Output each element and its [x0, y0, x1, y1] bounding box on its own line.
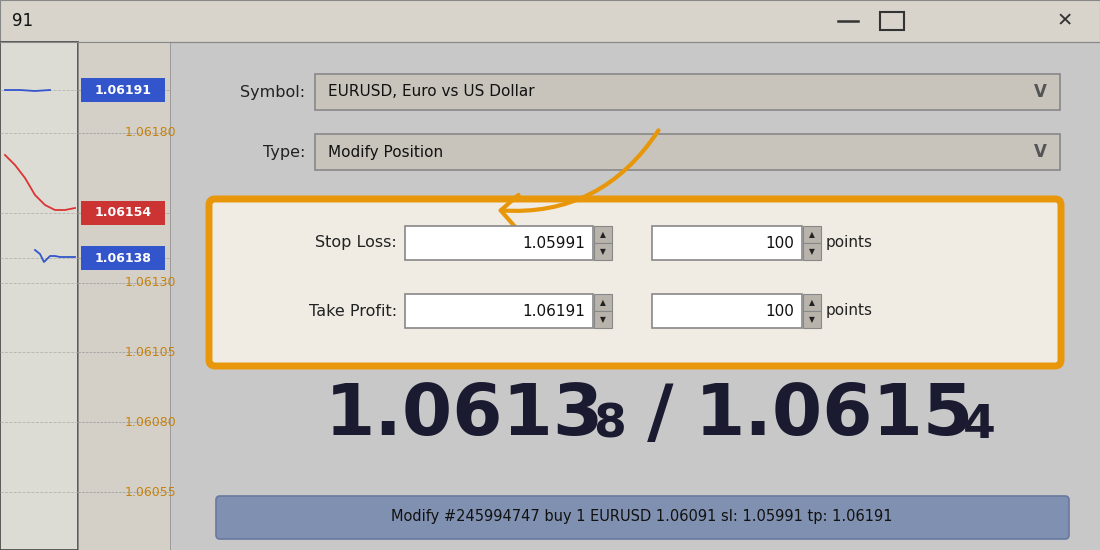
FancyBboxPatch shape — [594, 311, 612, 328]
Text: Type:: Type: — [263, 145, 305, 160]
Text: ▼: ▼ — [810, 315, 815, 324]
FancyBboxPatch shape — [803, 226, 821, 243]
FancyBboxPatch shape — [81, 201, 165, 225]
Text: Symbol:: Symbol: — [240, 85, 305, 100]
Text: ▼: ▼ — [601, 247, 606, 256]
Text: ▲: ▲ — [601, 298, 606, 307]
FancyBboxPatch shape — [0, 42, 78, 550]
FancyBboxPatch shape — [803, 243, 821, 260]
Text: Modify Position: Modify Position — [328, 145, 443, 160]
Text: 8: 8 — [593, 403, 626, 448]
FancyBboxPatch shape — [405, 226, 593, 260]
FancyBboxPatch shape — [209, 199, 1062, 366]
Text: Stop Loss:: Stop Loss: — [316, 235, 397, 250]
Text: 1.0613: 1.0613 — [324, 381, 604, 449]
Text: V: V — [1034, 83, 1046, 101]
FancyBboxPatch shape — [594, 294, 612, 311]
Text: /: / — [621, 381, 698, 449]
Text: 1.06154: 1.06154 — [95, 206, 152, 219]
FancyBboxPatch shape — [170, 42, 1100, 550]
FancyBboxPatch shape — [78, 42, 170, 550]
FancyBboxPatch shape — [0, 0, 1100, 42]
Text: 1.06055: 1.06055 — [125, 486, 177, 498]
Text: points: points — [826, 235, 873, 250]
Text: 100: 100 — [766, 235, 794, 250]
Text: 1.06105: 1.06105 — [125, 345, 177, 359]
FancyBboxPatch shape — [594, 226, 612, 243]
Text: 1.0615: 1.0615 — [695, 381, 975, 449]
Text: ▲: ▲ — [810, 298, 815, 307]
FancyBboxPatch shape — [216, 496, 1069, 539]
Text: Take Profit:: Take Profit: — [309, 304, 397, 318]
FancyBboxPatch shape — [652, 226, 802, 260]
Text: ▲: ▲ — [601, 230, 606, 239]
Text: 1.06180: 1.06180 — [125, 126, 177, 140]
FancyBboxPatch shape — [594, 243, 612, 260]
Text: 1.06191: 1.06191 — [95, 84, 152, 96]
Text: ▲: ▲ — [810, 230, 815, 239]
Text: Modify #245994747 buy 1 EURUSD 1.06091 sl: 1.05991 tp: 1.06191: Modify #245994747 buy 1 EURUSD 1.06091 s… — [392, 509, 893, 525]
Text: ▼: ▼ — [601, 315, 606, 324]
FancyBboxPatch shape — [0, 42, 78, 550]
FancyBboxPatch shape — [81, 78, 165, 102]
Text: ✕: ✕ — [1057, 12, 1074, 30]
Text: 1.06080: 1.06080 — [125, 415, 177, 428]
FancyArrowPatch shape — [500, 130, 659, 228]
FancyBboxPatch shape — [405, 294, 593, 328]
Text: points: points — [826, 304, 873, 318]
FancyBboxPatch shape — [315, 134, 1060, 170]
Text: 91: 91 — [12, 12, 33, 30]
FancyBboxPatch shape — [652, 294, 802, 328]
FancyBboxPatch shape — [315, 74, 1060, 110]
Text: 4: 4 — [962, 403, 996, 448]
Text: 1.06191: 1.06191 — [522, 304, 585, 318]
Text: 1.06130: 1.06130 — [125, 277, 176, 289]
FancyBboxPatch shape — [803, 294, 821, 311]
Text: 100: 100 — [766, 304, 794, 318]
Text: ▼: ▼ — [810, 247, 815, 256]
FancyBboxPatch shape — [81, 246, 165, 270]
FancyBboxPatch shape — [803, 311, 821, 328]
Text: EURUSD, Euro vs US Dollar: EURUSD, Euro vs US Dollar — [328, 85, 535, 100]
Text: 1.05991: 1.05991 — [522, 235, 585, 250]
Text: 1.06138: 1.06138 — [95, 251, 152, 265]
Text: V: V — [1034, 143, 1046, 161]
